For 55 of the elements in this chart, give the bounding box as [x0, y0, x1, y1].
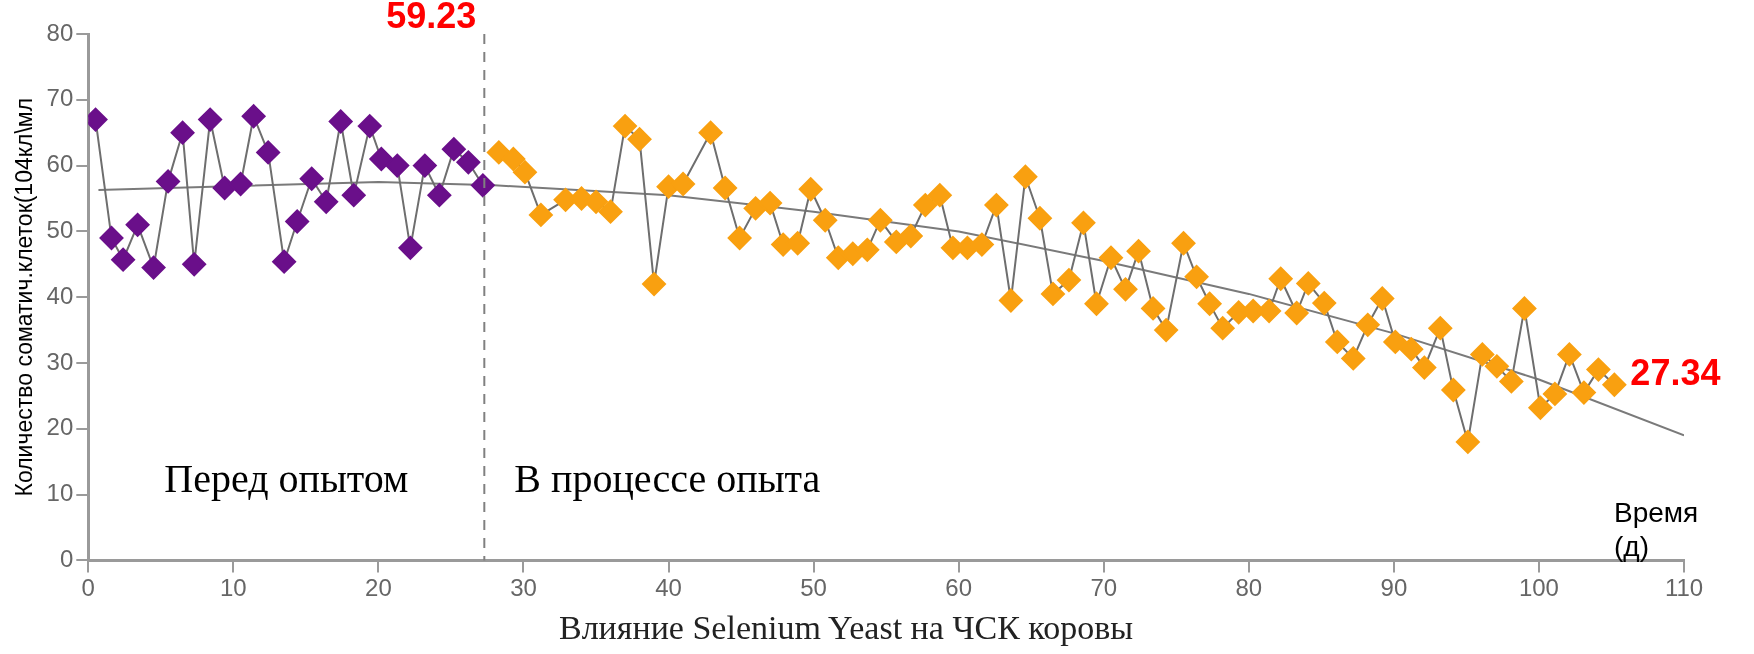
- point: [314, 189, 339, 214]
- x-tick-label: 50: [800, 574, 827, 602]
- point: [398, 235, 423, 260]
- point: [427, 183, 452, 208]
- x-tick-label: 60: [945, 574, 973, 602]
- point: [198, 107, 223, 132]
- y-tick-label: 40: [46, 281, 74, 309]
- y-tick-label: 70: [46, 84, 74, 112]
- annotation: Перед опытом: [164, 456, 409, 502]
- point: [441, 137, 466, 162]
- point: [369, 147, 394, 172]
- point: [256, 140, 281, 165]
- point: [156, 169, 181, 194]
- x-axis-title: Время (д): [1614, 497, 1699, 563]
- x-tick-label: 80: [1235, 574, 1263, 602]
- point: [299, 166, 324, 191]
- y-tick-label: 30: [46, 347, 74, 375]
- annotation: 27.34: [1630, 351, 1721, 393]
- point: [99, 225, 124, 250]
- y-tick-label: 50: [46, 216, 74, 244]
- point: [285, 209, 310, 234]
- x-tick-label: 100: [1518, 574, 1559, 602]
- point: [341, 183, 366, 208]
- point: [111, 247, 136, 272]
- point: [182, 252, 207, 277]
- point: [170, 120, 195, 145]
- point: [470, 173, 495, 198]
- y-tick-label: 10: [46, 479, 74, 507]
- y-tick-label: 0: [59, 545, 74, 573]
- x-tick-label: 20: [365, 574, 392, 602]
- point: [272, 249, 297, 274]
- x-tick-label: 70: [1090, 574, 1118, 602]
- y-tick-label: 80: [46, 18, 74, 46]
- point: [412, 153, 437, 178]
- point: [141, 255, 166, 280]
- point: [228, 172, 253, 197]
- point: [241, 104, 266, 129]
- y-tick-label: 60: [46, 150, 74, 178]
- point: [212, 175, 237, 200]
- text: Влияние Selenium Yeast на ЧСК коровы: [558, 608, 1134, 646]
- y-tick-label: 20: [46, 413, 74, 441]
- annotation: 59.23: [386, 0, 477, 36]
- y-axis-title: Количество соматич.клеток(104кл\мл: [11, 97, 38, 497]
- x-tick-label: 10: [220, 574, 247, 602]
- point: [385, 153, 410, 178]
- x-tick-label: 110: [1664, 574, 1704, 602]
- x-tick-label: 0: [81, 574, 95, 602]
- x-tick-label: 90: [1380, 574, 1408, 602]
- x-tick-label: 30: [510, 574, 537, 602]
- point: [328, 109, 353, 134]
- annotation: В процессе опыта: [514, 456, 821, 502]
- point: [125, 212, 150, 237]
- point: [357, 114, 382, 139]
- x-tick-label: 40: [655, 574, 682, 602]
- point: [456, 150, 481, 175]
